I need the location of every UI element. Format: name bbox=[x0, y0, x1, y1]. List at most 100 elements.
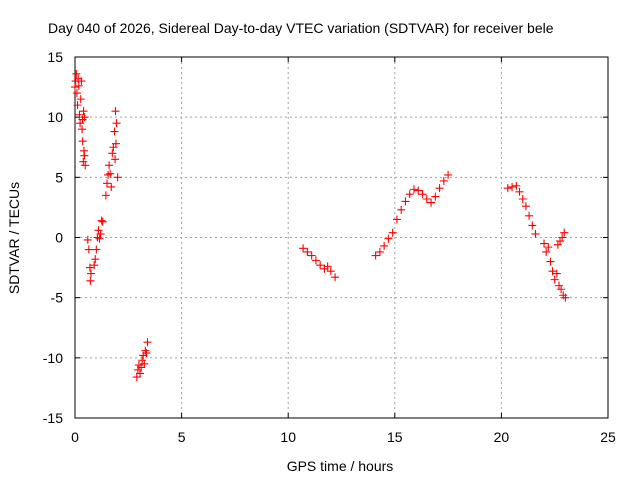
data-point bbox=[521, 202, 530, 211]
data-point bbox=[409, 185, 418, 194]
data-point bbox=[108, 149, 117, 158]
data-point bbox=[558, 233, 567, 242]
data-point bbox=[79, 107, 88, 116]
data-point bbox=[73, 101, 82, 110]
grid bbox=[75, 57, 608, 418]
data-point bbox=[384, 234, 393, 243]
data-points bbox=[71, 69, 570, 382]
data-point bbox=[77, 77, 86, 86]
data-point bbox=[78, 125, 87, 134]
data-point bbox=[323, 262, 332, 271]
y-tick-label: -5 bbox=[51, 290, 64, 306]
data-point bbox=[397, 205, 406, 214]
data-point bbox=[418, 190, 427, 199]
data-point bbox=[444, 170, 453, 179]
data-point bbox=[72, 89, 81, 98]
y-tick-label: 15 bbox=[47, 49, 63, 65]
data-point bbox=[548, 267, 557, 276]
data-point bbox=[518, 194, 527, 203]
y-tick-label: -10 bbox=[43, 350, 63, 366]
data-point bbox=[74, 81, 83, 90]
data-point bbox=[307, 251, 316, 260]
data-point bbox=[86, 269, 95, 278]
data-point bbox=[86, 276, 95, 285]
data-point bbox=[101, 191, 110, 200]
axis-ticks: 0 5 10 15 20 25 -15 -10 -5 0 5 10 15 bbox=[43, 49, 616, 445]
x-tick-label: 15 bbox=[387, 429, 403, 445]
data-point bbox=[303, 247, 312, 256]
data-point bbox=[110, 127, 119, 136]
data-point bbox=[528, 221, 537, 230]
data-point bbox=[515, 187, 524, 196]
data-point bbox=[316, 261, 325, 270]
data-point bbox=[542, 247, 551, 256]
data-point bbox=[113, 173, 122, 182]
data-point bbox=[90, 261, 99, 270]
data-point bbox=[78, 137, 87, 146]
data-point bbox=[78, 115, 87, 124]
data-point bbox=[76, 95, 85, 104]
x-tick-label: 0 bbox=[71, 429, 79, 445]
x-tick-label: 10 bbox=[280, 429, 296, 445]
data-point bbox=[427, 198, 436, 207]
data-point bbox=[142, 349, 151, 358]
data-point bbox=[83, 235, 92, 244]
data-point bbox=[81, 161, 90, 170]
data-point bbox=[331, 273, 340, 282]
data-point bbox=[544, 243, 553, 252]
data-point bbox=[550, 275, 559, 284]
data-point bbox=[561, 293, 570, 302]
data-point bbox=[96, 229, 105, 238]
data-point bbox=[371, 251, 380, 260]
data-point bbox=[111, 139, 120, 148]
data-point bbox=[560, 228, 569, 237]
data-point bbox=[143, 338, 152, 347]
data-point bbox=[98, 217, 107, 226]
data-point bbox=[85, 263, 94, 272]
data-point bbox=[311, 256, 320, 265]
data-point bbox=[439, 176, 448, 185]
data-point bbox=[102, 179, 111, 188]
data-point bbox=[405, 190, 414, 199]
data-point bbox=[546, 257, 555, 266]
data-point bbox=[112, 119, 121, 128]
data-point bbox=[503, 184, 512, 193]
data-point bbox=[91, 255, 100, 264]
data-point bbox=[380, 241, 389, 250]
data-point bbox=[392, 215, 401, 224]
data-point bbox=[75, 110, 84, 119]
y-tick-label: 10 bbox=[47, 109, 63, 125]
x-tick-label: 25 bbox=[600, 429, 616, 445]
data-point bbox=[554, 281, 563, 290]
data-point bbox=[552, 269, 561, 278]
chart-title: Day 040 of 2026, Sidereal Day-to-day VTE… bbox=[48, 20, 554, 36]
data-point bbox=[80, 151, 89, 160]
data-point bbox=[95, 234, 104, 243]
y-tick-label: 0 bbox=[55, 230, 63, 246]
data-point bbox=[111, 107, 120, 116]
data-point bbox=[557, 285, 566, 294]
data-point bbox=[556, 237, 565, 246]
data-point bbox=[299, 244, 308, 253]
data-point bbox=[375, 247, 384, 256]
data-point bbox=[84, 245, 93, 254]
data-point bbox=[388, 228, 397, 237]
data-point bbox=[553, 240, 562, 249]
data-point bbox=[72, 69, 81, 78]
x-tick-label: 20 bbox=[494, 429, 510, 445]
data-point bbox=[106, 169, 115, 178]
data-point bbox=[79, 157, 88, 166]
data-point bbox=[136, 369, 145, 378]
y-tick-label: -15 bbox=[43, 410, 63, 426]
data-point bbox=[508, 182, 517, 191]
data-point bbox=[71, 83, 79, 92]
data-point bbox=[107, 182, 116, 191]
data-point bbox=[414, 186, 423, 195]
data-point bbox=[525, 211, 534, 220]
data-point bbox=[431, 192, 440, 201]
data-point bbox=[512, 181, 521, 190]
data-point bbox=[422, 194, 431, 203]
data-point bbox=[111, 155, 120, 164]
data-point bbox=[435, 184, 444, 193]
